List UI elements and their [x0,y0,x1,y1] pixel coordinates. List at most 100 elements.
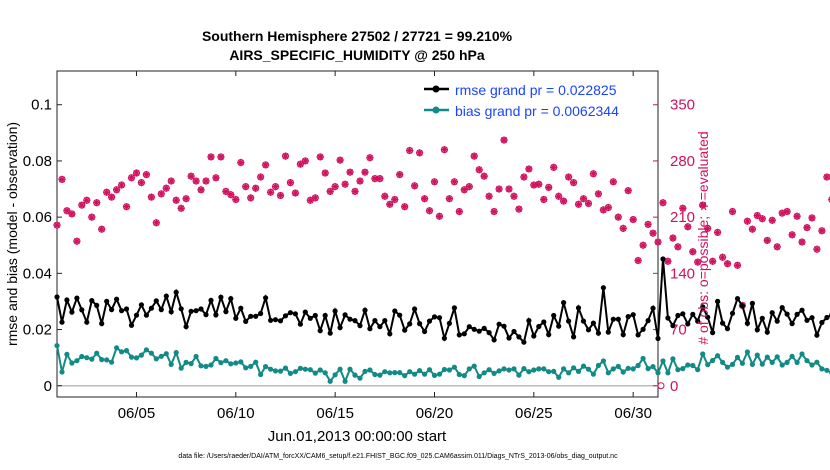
obs-evaluated-marker [569,179,578,187]
bias-point [744,349,751,355]
obs-evaluated-marker [425,207,434,215]
rmse-point [407,321,413,327]
rmse-point [749,300,756,306]
obs-evaluated-marker [679,204,687,212]
rmse-point [426,318,433,324]
obs-evaluated-marker [664,257,672,265]
rmse-point [585,327,592,333]
obs-evaluated-marker [813,245,821,253]
rmse-point [431,314,438,320]
bias-point [501,366,507,372]
obs-evaluated-marker [276,191,285,200]
bias-point [680,366,686,372]
bias-point [287,370,293,376]
obs-evaluated-marker [659,199,667,207]
obs-evaluated-marker [162,184,170,192]
bias-point [372,371,378,378]
rmse-point [715,298,721,304]
obs-evaluated-marker [684,223,692,231]
obs-evaluated-marker [430,178,439,186]
bias-point [332,372,338,378]
rmse-point [645,318,651,324]
rmse-point [789,321,795,327]
rmse-point [158,307,164,313]
rmse-point [322,312,328,319]
bias-point [417,368,423,374]
obs-evaluated-marker [296,160,304,168]
rmse-point [451,305,457,311]
bias-point [824,367,830,373]
rmse-point [109,307,115,313]
obs-evaluated-marker [783,207,791,216]
obs-evaluated-marker [629,215,637,224]
obs-evaluated-marker [391,195,399,204]
rmse-point [188,308,194,314]
bias-point [650,364,656,370]
bias-point [347,366,353,372]
rmse-point [754,327,760,333]
rmse-point [665,315,671,321]
rmse-point [685,321,691,327]
obs-evaluated-marker [763,236,771,245]
obs-evaluated-marker [564,173,573,181]
bias-point [377,372,383,378]
bias-point [292,369,298,375]
obs-evaluated-marker [336,156,344,164]
obs-evaluated-marker [177,204,185,212]
obs-evaluated-marker [117,181,126,189]
obs-evaluated-marker [599,206,607,214]
obs-evaluated-marker [401,203,409,211]
rmse-point [819,319,825,326]
obs-evaluated-marker [714,228,722,236]
obs-evaluated-marker [470,152,478,160]
x-axis: 06/05 06/10 06/15 06/20 06/25 06/30 [118,71,652,422]
obs-evaluated-marker [619,224,627,232]
obs-evaluated-marker [108,193,116,201]
obs-evaluated-marker [535,180,543,188]
obs-evaluated-marker [257,173,265,181]
rmse-point [198,306,204,312]
bias-point [138,352,144,358]
rmse-point [213,312,219,318]
bias-point [580,363,587,369]
rmse-point [119,308,125,314]
obs-evaluated-marker [699,201,707,209]
bias-point [685,362,691,368]
rmse-point [571,334,577,340]
bias-point [724,364,731,370]
rmse-point [238,305,244,311]
rmse-point [347,316,353,322]
rmse-point [327,330,333,336]
rmse-point [809,315,815,321]
bias-point [640,355,646,362]
obs-evaluated-marker [555,192,563,200]
obs-evaluated-marker [321,169,329,177]
rmse-point [163,293,169,299]
rmse-point [74,295,80,301]
obs-evaluated-marker [490,207,498,216]
obs-evaluated-marker [222,187,230,196]
rmse-point [739,303,746,309]
rmse-point [536,323,542,330]
rmse-point [784,311,790,317]
bias-point [700,351,706,357]
bias-point [456,371,462,378]
y-right-tick-label: 140 [670,265,695,282]
bias-point [123,348,130,354]
obs-evaluated-marker [157,190,165,198]
bias-point [277,368,284,374]
rmse-point [794,311,800,317]
rmse-point [615,316,621,322]
rmse-point [104,298,110,304]
bias-point [695,367,701,373]
bias-point [526,369,532,375]
obs-evaluated-marker [614,213,622,221]
obs-evaluated-marker [396,170,404,179]
obs-count-series [53,136,830,390]
rmse-point [277,318,284,324]
rmse-point [357,323,363,329]
bias-point [282,365,289,371]
obs-evaluated-marker [346,168,354,176]
obs-evaluated-marker [530,181,538,189]
